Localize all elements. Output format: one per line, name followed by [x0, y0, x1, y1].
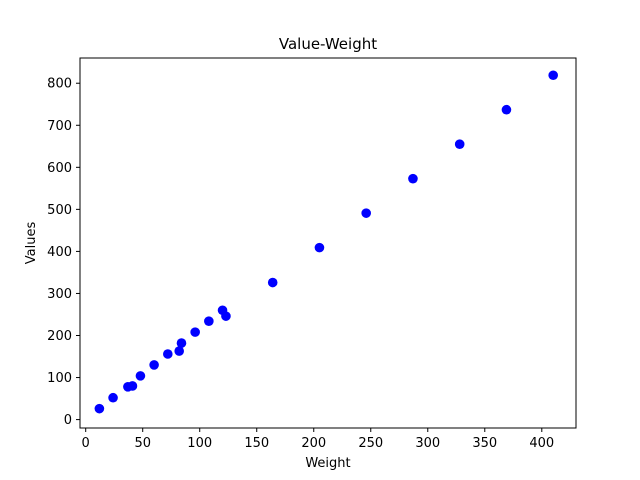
y-tick-label: 100	[47, 371, 72, 386]
y-tick-label: 500	[47, 203, 72, 218]
scatter-point	[204, 316, 214, 327]
scatter-point	[221, 311, 231, 321]
data-points	[94, 70, 558, 414]
scatter-point	[176, 338, 187, 348]
scatter-point	[501, 104, 512, 115]
scatter-point	[135, 371, 146, 381]
scatter-point	[454, 139, 465, 149]
scatter-point	[94, 403, 105, 414]
y-axis-label: Values	[24, 222, 39, 265]
x-tick-label: 100	[187, 436, 212, 451]
x-tick-label: 350	[472, 436, 497, 451]
y-tick-label: 0	[64, 413, 72, 428]
x-tick-label: 200	[301, 436, 326, 451]
x-tick-label: 150	[244, 436, 269, 451]
y-tick-label: 200	[47, 329, 72, 344]
scatter-point	[174, 346, 184, 356]
scatter-point	[108, 392, 118, 403]
chart-title: Value-Weight	[279, 35, 377, 53]
scatter-point	[408, 173, 418, 184]
axis-ticks: 0 50 100 150 200 250 300 350 400 0 100 200 300 400 500…	[47, 77, 554, 451]
y-tick-label: 700	[47, 119, 72, 134]
scatter-point	[190, 327, 200, 337]
scatter-point	[149, 360, 159, 370]
scatter-point	[361, 208, 371, 218]
x-tick-label: 300	[415, 436, 440, 451]
x-tick-label: 400	[529, 436, 554, 451]
scatter-point	[162, 349, 173, 359]
y-tick-label: 400	[47, 245, 72, 260]
y-tick-label: 300	[47, 287, 72, 302]
x-tick-label: 0	[82, 436, 90, 451]
x-axis-label: Weight	[305, 456, 350, 471]
scatter-point	[314, 242, 325, 253]
x-tick-label: 50	[134, 436, 151, 451]
scatter-point	[127, 381, 138, 391]
scatter-point	[548, 70, 558, 81]
x-tick-label: 250	[358, 436, 383, 451]
y-tick-label: 600	[47, 161, 72, 176]
y-tick-label: 800	[47, 77, 72, 92]
scatter-point	[267, 277, 278, 288]
plot-frame	[79, 57, 577, 429]
